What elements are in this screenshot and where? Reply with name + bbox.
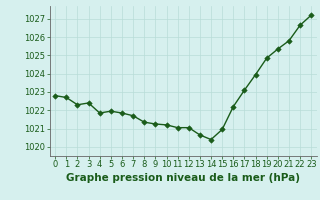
X-axis label: Graphe pression niveau de la mer (hPa): Graphe pression niveau de la mer (hPa) xyxy=(66,173,300,183)
